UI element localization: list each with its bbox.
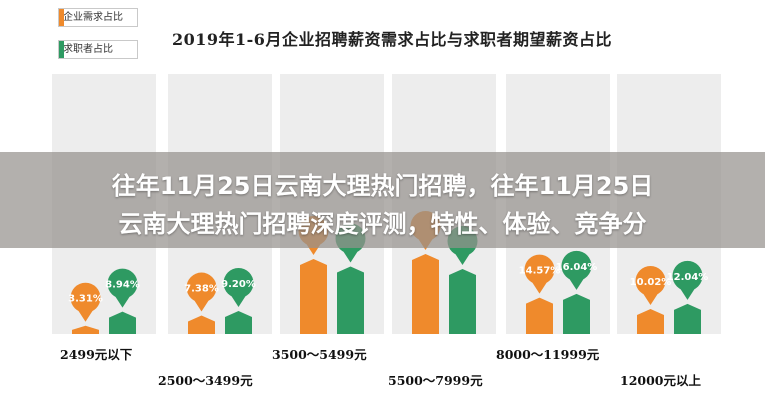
data-label-demand: 14.57% <box>519 266 561 277</box>
bar-demand <box>412 254 439 334</box>
marker-pin-demand <box>193 298 210 312</box>
marker-pin-seeker <box>679 287 696 300</box>
marker-seeker <box>107 268 138 299</box>
marker-pin-seeker <box>342 249 359 263</box>
legend-swatch-demand <box>59 9 64 26</box>
x-tick-label: 3500～5499元 <box>272 347 367 362</box>
bar-seeker <box>337 266 364 334</box>
data-label-seeker: 16.04% <box>556 262 598 273</box>
marker-pin-seeker <box>568 277 585 290</box>
bar-seeker <box>109 311 136 334</box>
legend-item-seeker: 求职者占比 <box>58 40 138 59</box>
legend-label-seeker: 求职者占比 <box>63 44 113 55</box>
marker-demand <box>635 265 666 296</box>
bar-demand <box>72 325 99 334</box>
bar-marks <box>72 254 701 334</box>
data-label-demand: 3.31% <box>68 294 103 305</box>
bar-demand <box>637 308 664 334</box>
marker-demand <box>524 254 555 285</box>
marker-pin-demand <box>77 308 94 322</box>
legend-swatch-seeker <box>59 41 64 58</box>
marker-pin-seeker <box>114 294 131 308</box>
marker-pin-seeker <box>454 252 471 265</box>
marker-pin-seeker <box>230 294 247 307</box>
x-tick-label: 8000～11999元 <box>496 347 600 362</box>
banner-title-line-2: 云南大理热门招聘深度评测，特性、体验、竞争分 <box>118 210 647 238</box>
banner-title-line-1: 往年11月25日云南大理热门招聘，往年11月25日 <box>111 172 654 200</box>
marker-pin-demand <box>642 292 659 305</box>
marker-pin-demand <box>531 280 548 294</box>
bar-demand <box>526 297 553 334</box>
x-tick-label: 12000元以上 <box>620 373 701 388</box>
data-label-demand: 10.02% <box>630 277 672 288</box>
x-tick-label: 5500～7999元 <box>388 373 483 388</box>
chart-title: 2019年1-6月企业招聘薪资需求占比与求职者期望薪资占比 <box>172 30 612 49</box>
data-label-seeker: 12.04% <box>667 272 709 283</box>
marker-seeker <box>223 268 254 298</box>
bar-demand <box>300 259 327 334</box>
marker-seeker <box>672 260 703 291</box>
x-tick-label: 2499元以下 <box>60 347 133 362</box>
bar-seeker <box>449 269 476 334</box>
data-label-seeker: 9.20% <box>221 279 256 290</box>
bar-demand <box>188 315 215 334</box>
overlay-banner: 往年11月25日云南大理热门招聘，往年11月25日 云南大理热门招聘深度评测，特… <box>0 152 765 248</box>
x-tick-label: 2500～3499元 <box>158 373 253 388</box>
bar-seeker <box>563 293 590 334</box>
legend-label-demand: 企业需求占比 <box>63 12 123 23</box>
marker-seeker <box>561 250 592 281</box>
marker-demand <box>186 272 217 303</box>
bar-seeker <box>225 311 252 334</box>
bar-seeker <box>674 303 701 334</box>
data-label-demand: 7.38% <box>184 284 219 295</box>
legend-item-demand: 企业需求占比 <box>58 8 138 27</box>
data-label-seeker: 8.94% <box>105 280 140 291</box>
marker-demand <box>70 282 101 313</box>
